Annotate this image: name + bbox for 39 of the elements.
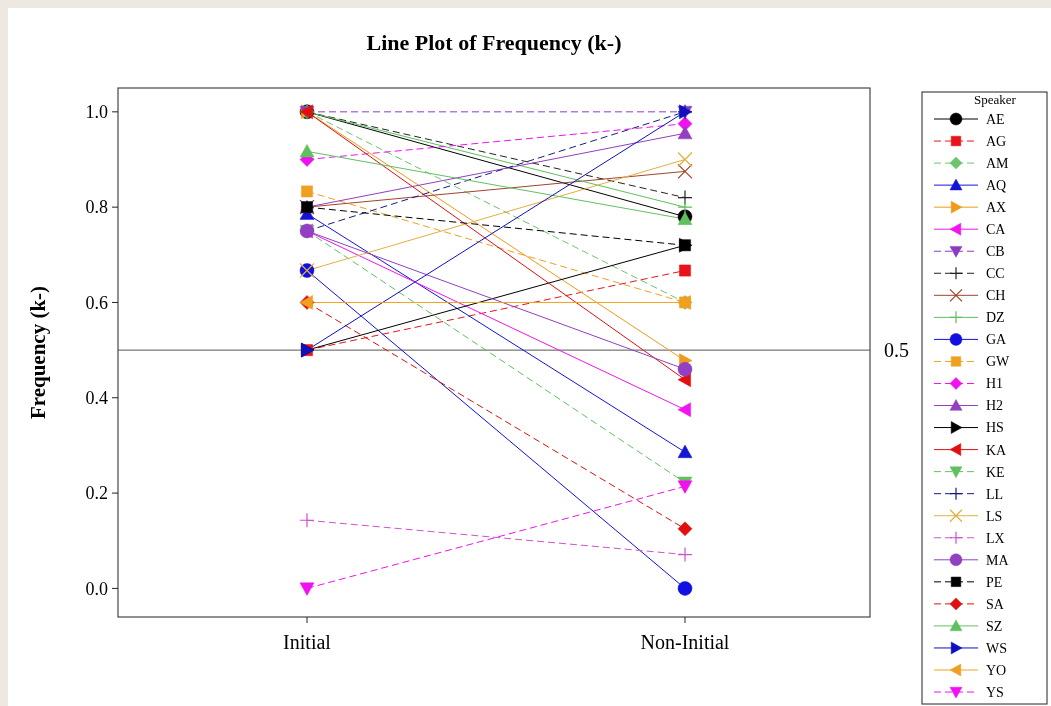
legend-label: WS	[986, 640, 1007, 656]
y-axis-title: Frequency (k-)	[26, 285, 50, 420]
ref-line-label: 0.5	[884, 339, 909, 362]
legend-label: LL	[986, 486, 1004, 502]
y-tick-label: 0.0	[85, 578, 108, 599]
legend-label: HS	[986, 420, 1004, 436]
legend-label: LX	[986, 530, 1005, 546]
legend-label: CB	[986, 244, 1005, 260]
legend-label: KA	[986, 442, 1008, 458]
legend-label: GA	[986, 332, 1008, 348]
legend-label: AE	[986, 111, 1005, 127]
x-tick-label: Initial	[283, 631, 332, 653]
legend-label: CH	[986, 288, 1006, 304]
y-tick-label: 1.0	[85, 102, 108, 123]
chart-title: Line Plot of Frequency (k-)	[366, 30, 622, 55]
legend-label: KE	[986, 464, 1005, 480]
y-tick-label: 0.8	[85, 197, 108, 218]
legend-label: MA	[986, 552, 1010, 568]
y-tick-label: 0.4	[85, 388, 108, 409]
legend-label: YO	[986, 662, 1007, 678]
legend-label: H2	[986, 398, 1004, 414]
legend-label: PE	[986, 574, 1003, 590]
legend-label: YS	[986, 684, 1004, 700]
legend-label: LS	[986, 508, 1003, 524]
legend-label: GW	[986, 354, 1011, 370]
y-tick-label: 0.2	[85, 483, 108, 504]
legend-title: Speaker	[974, 92, 1017, 107]
y-tick-label: 0.6	[85, 292, 108, 313]
legend-label: CC	[986, 266, 1005, 282]
x-tick-label: Non-Initial	[640, 631, 730, 653]
legend-label: AQ	[986, 178, 1007, 194]
legend-label: H1	[986, 376, 1004, 392]
legend-label: AG	[986, 133, 1007, 149]
legend-label: SZ	[986, 618, 1003, 634]
legend-label: CA	[986, 222, 1007, 238]
legend-label: AM	[986, 155, 1010, 171]
legend-label: SA	[986, 596, 1005, 612]
legend-label: DZ	[986, 310, 1005, 326]
legend-label: AX	[986, 200, 1007, 216]
